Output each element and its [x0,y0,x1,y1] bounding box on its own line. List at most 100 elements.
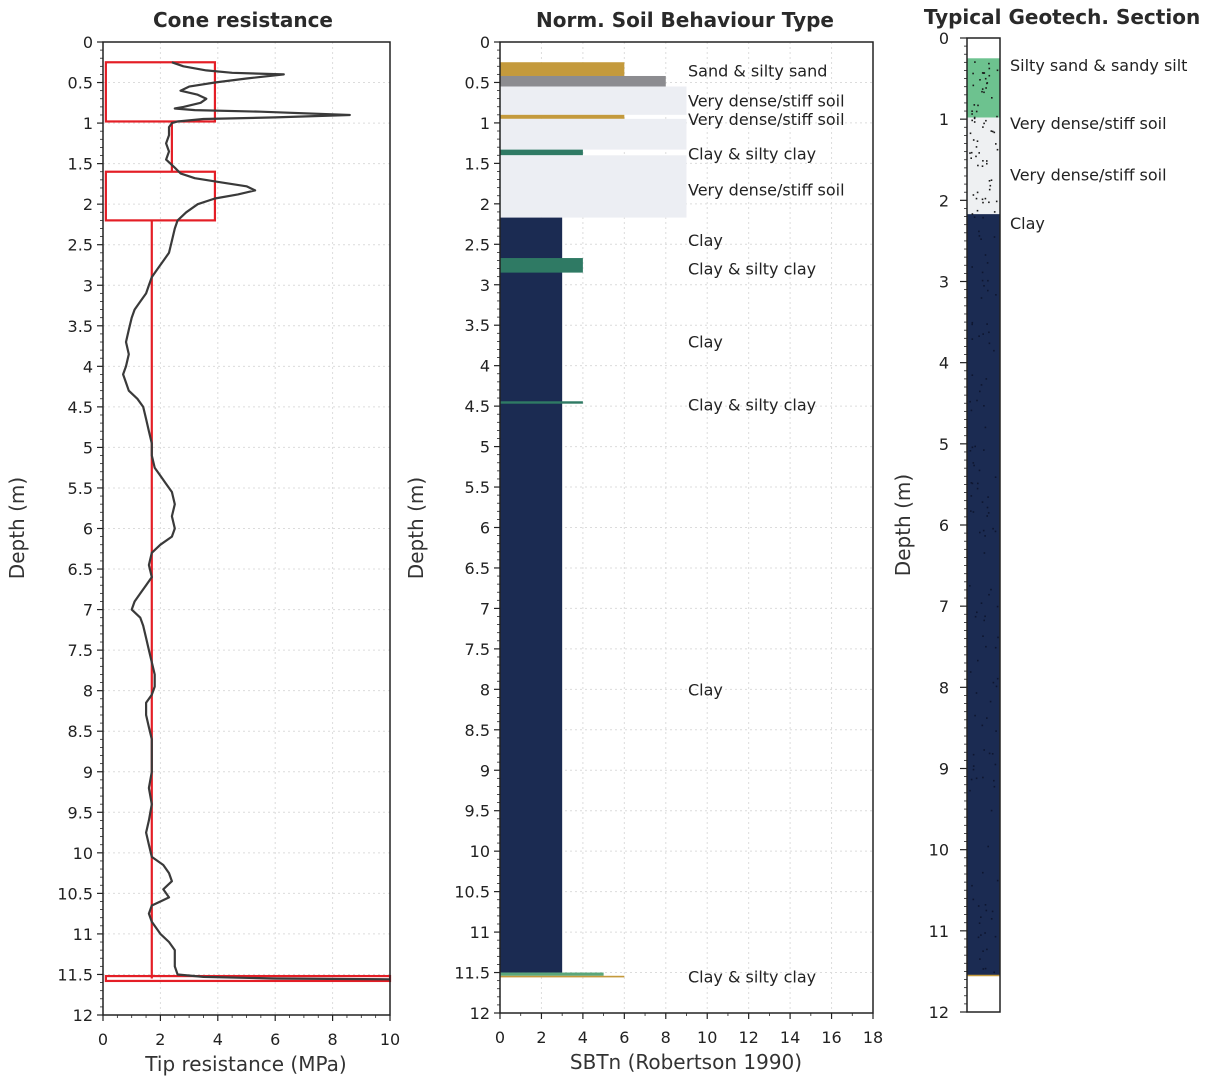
geotech-speckle [982,201,984,204]
geotech-speckle [974,445,976,448]
geotech-speckle [984,197,987,200]
geotech-layers [967,58,1000,977]
geotech-speckle [981,271,984,274]
sbtn-x-tick-label: 10 [697,1028,717,1047]
geotech-speckle [977,482,979,485]
geotech-speckle [969,450,972,452]
geotech-speckle [974,61,976,63]
geotech-speckle [977,905,980,907]
cone-x-tick-label: 8 [328,1030,338,1049]
sbtn-bar [500,155,687,218]
geotech-speckle [981,198,984,201]
sbtn-x-axis-label: SBTn (Robertson 1990) [570,1050,802,1074]
geotech-speckle [976,611,978,614]
geotech-speckle [982,635,984,637]
sbtn-y-axis-label: Depth (m) [404,477,428,579]
geotech-speckle [971,884,973,887]
geotech-speckle [987,279,989,282]
geotech-speckle [971,374,974,376]
geotech-speckle [994,935,997,938]
cone-y-tick-label: 7 [83,601,93,620]
geotech-speckle [985,119,987,122]
sbtn-x-tick-label: 18 [863,1028,883,1047]
geotech-speckle [983,405,985,407]
cone-x-tick-label: 0 [98,1030,108,1049]
sbtn-y-tick-label: 11 [470,923,490,942]
cone-grid [103,42,390,1015]
geotech-layer [967,117,1000,215]
geotech-speckle [982,968,985,970]
geotech-speckle [971,110,973,112]
sbtn-bar [500,86,687,115]
sbtn-y-tick-label: 8.5 [465,721,490,740]
cone-x-tick-label: 6 [270,1030,280,1049]
geotech-y-axis-label: Depth (m) [891,474,915,576]
sbtn-y-tick-label: 4.5 [465,397,490,416]
cone-y-tick-label: 9 [83,763,93,782]
geotech-speckle [995,685,998,688]
geotech-soil-label: Silty sand & sandy silt [1010,56,1187,75]
cone-y-tick-label: 4 [83,357,93,376]
geotech-speckle [989,700,992,703]
geotech-layer [967,214,1000,976]
cone-y-tick-label: 8.5 [68,722,93,741]
sbtn-x-tick-label: 16 [821,1028,841,1047]
sbtn-x-tick-label: 6 [619,1028,629,1047]
geotech-y-tick-label: 11 [929,922,949,941]
cone-y-tick-label: 0 [83,33,93,52]
geotech-speckle [980,602,983,604]
geotech-speckle [995,143,997,145]
sbtn-x-tick-label: 2 [536,1028,546,1047]
geotech-speckle [971,213,974,215]
geotech-speckle [988,593,990,596]
sbtn-bar [500,149,583,156]
sbtn-y-tick-label: 10.5 [454,883,490,902]
geotech-speckle [972,753,975,756]
geotech-speckle [981,165,984,167]
geotech-speckle [987,289,989,292]
sbtn-x-tick-label: 4 [578,1028,588,1047]
geotech-speckle [986,717,988,719]
geotech-speckle [985,378,988,380]
geotech-speckle [973,121,976,123]
geotech-y-tick-label: 8 [939,678,949,697]
geotech-speckle [980,934,982,936]
geotech-speckle [976,209,979,212]
geotech-speckle [984,904,987,906]
geotech-speckle [971,119,973,122]
geotech-speckle [971,321,974,324]
geotech-speckle [969,400,971,403]
sbtn-y-tick-label: 6.5 [465,559,490,578]
geotech-speckle [988,342,991,345]
geotech-y-tick-label: 6 [939,516,949,535]
geotech-section-panel: Typical Geotech. Section 012345678910111… [891,5,1200,1022]
geotech-speckle [975,110,978,113]
geotech-y-tick-label: 10 [929,841,949,860]
sbtn-soil-label: Very dense/stiff soil [688,91,845,110]
geotech-speckle [971,338,974,340]
cone-y-tick-label: 2 [83,195,93,214]
geotech-speckle [981,88,984,90]
geotech-speckle [976,487,979,490]
cone-y-tick-label: 1 [83,114,93,133]
geotech-speckle [991,97,993,99]
geotech-speckle [997,636,999,639]
geotech-speckle [972,511,975,513]
geotech-speckle [982,333,984,335]
geotech-speckle [991,910,994,913]
geotech-speckle [971,482,974,485]
geotech-soil-label: Very dense/stiff soil [1010,165,1167,184]
geotech-speckle [979,531,981,534]
geotech-speckle [978,335,980,337]
geotech-speckle [988,188,991,191]
geotech-speckle [987,845,989,848]
geotech-speckle [980,384,983,386]
cone-y-tick-label: 10.5 [57,884,93,903]
geotech-speckle [981,90,983,93]
geotech-speckle [996,605,999,608]
geotech-annotations: Silty sand & sandy silt Very dense/stiff … [1010,56,1187,233]
geotech-speckle [969,132,972,135]
sbtn-y-tick-label: 0.5 [465,73,490,92]
